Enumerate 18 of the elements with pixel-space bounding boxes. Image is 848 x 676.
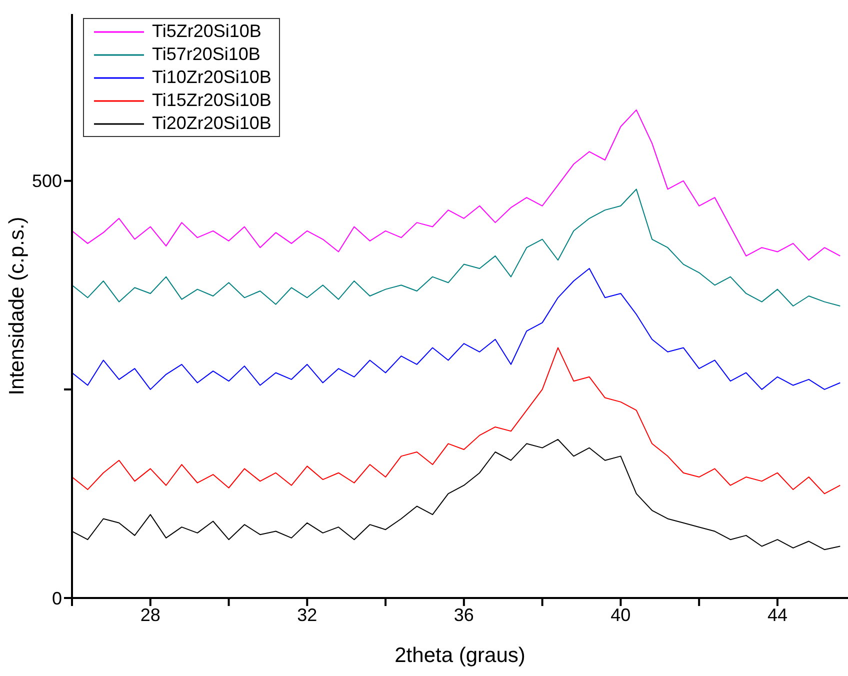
x-tick-label: 36: [454, 604, 474, 625]
x-tick-label: 44: [767, 604, 788, 625]
y-tick-label: 0: [52, 588, 62, 608]
legend-label: Ti57r20Si10B: [152, 43, 260, 66]
x-axis-title: 2theta (graus): [394, 644, 526, 667]
legend-label: Ti5Zr20Si10B: [152, 20, 262, 43]
x-tick-label: 40: [610, 604, 631, 625]
x-tick-label: 32: [297, 604, 318, 625]
legend-label: Ti15Zr20Si10B: [152, 89, 272, 112]
y-tick-label: 500: [32, 171, 62, 192]
y-axis-title: Intensidade (c.p.s.): [5, 216, 28, 396]
x-tick-label: 28: [140, 604, 160, 625]
legend-label: Ti20Zr20Si10B: [152, 112, 272, 135]
line-series: [72, 268, 841, 390]
legend-label: Ti10Zr20Si10B: [152, 66, 272, 89]
line-series: [72, 109, 841, 261]
line-series: [72, 188, 841, 306]
line-series: [72, 347, 841, 494]
